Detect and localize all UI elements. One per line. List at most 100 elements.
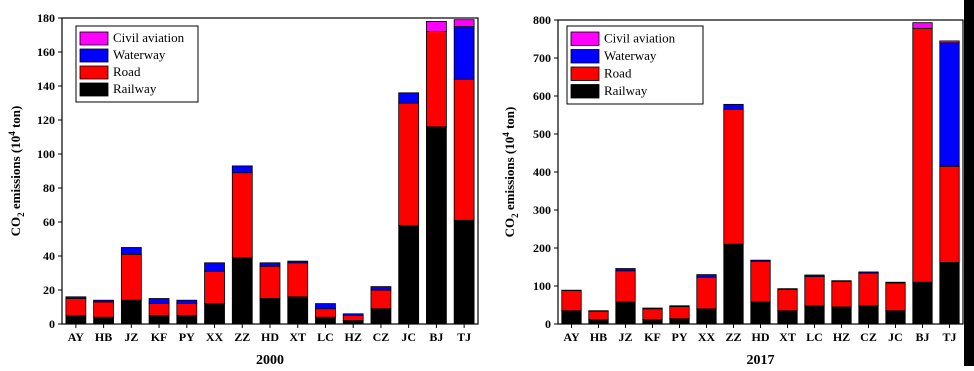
bar-railway-zz — [723, 243, 744, 325]
chart-0: 0 20 40 60 80 100 120 140 160 180 CO2 emissions (1… — [7, 11, 479, 368]
bar-road-hd — [750, 260, 771, 303]
x-tick-label: JC — [888, 330, 903, 344]
bar-waterway-py — [669, 305, 690, 307]
bar-road-hz — [831, 281, 852, 308]
bar-railway-cz — [370, 308, 392, 325]
chart-title: 2017 — [747, 353, 775, 366]
bar-waterway-xt — [287, 260, 309, 264]
bar-waterway-jz — [120, 247, 142, 255]
bar-railway-xt — [287, 296, 309, 325]
y-tick-label: 0 — [545, 317, 551, 331]
bar-civil-aviation-bj — [912, 22, 933, 29]
x-tick-label: XT — [779, 330, 796, 344]
bar-civil-aviation-bj — [426, 20, 447, 32]
bar-railway-jz — [615, 301, 636, 325]
bar-waterway-ay — [561, 289, 582, 292]
bar-waterway-jc — [885, 281, 906, 284]
bar-railway-hb — [93, 316, 114, 325]
bar-railway-cz — [858, 305, 879, 325]
x-tick-label: LC — [806, 330, 823, 344]
bar-road-bj — [912, 27, 933, 283]
bar-railway-zz — [231, 257, 253, 325]
x-tick-label: HZ — [345, 330, 362, 344]
y-tick-label: 20 — [43, 283, 55, 297]
bar-railway-bj — [426, 126, 447, 325]
y-tick-label: 700 — [533, 51, 551, 65]
bar-waterway-xt — [777, 288, 798, 290]
y-tick-label: 180 — [37, 11, 55, 25]
x-tick-label: HZ — [833, 330, 850, 344]
legend-swatch — [570, 49, 600, 64]
bar-road-cz — [858, 272, 879, 307]
legend-swatch — [79, 31, 109, 46]
bar-waterway-lc — [804, 274, 825, 277]
legend-label: Railway — [604, 83, 648, 98]
bar-waterway-xx — [696, 274, 717, 278]
legend-swatch — [570, 66, 600, 81]
bar-railway-tj — [453, 219, 475, 325]
bar-waterway-tj — [939, 42, 960, 167]
x-tick-label: XT — [289, 330, 306, 344]
legend-swatch — [570, 84, 600, 99]
x-tick-label: KF — [644, 330, 661, 344]
bar-waterway-hb — [588, 310, 609, 312]
bar-railway-py — [669, 318, 690, 325]
bar-road-tj — [453, 78, 475, 221]
bar-railway-hd — [750, 301, 771, 325]
bar-railway-hz — [342, 320, 364, 325]
y-tick-label: 100 — [533, 279, 551, 293]
bar-waterway-cz — [858, 271, 879, 274]
bar-waterway-hz — [342, 313, 364, 316]
legend-label: Civil aviation — [604, 31, 676, 46]
bar-waterway-jz — [615, 268, 636, 272]
legend-swatch — [79, 82, 109, 97]
bar-road-hz — [342, 315, 364, 321]
bar-railway-xx — [204, 303, 225, 325]
bar-road-py — [669, 306, 690, 320]
bar-railway-hb — [588, 319, 609, 325]
bar-railway-lc — [315, 316, 336, 325]
x-tick-label: JC — [401, 330, 416, 344]
bar-road-lc — [804, 276, 825, 307]
right-edge-bar — [964, 0, 974, 366]
y-tick-label: 300 — [533, 203, 551, 217]
bar-civil-aviation-tj — [939, 40, 960, 44]
bar-road-jz — [120, 253, 142, 301]
bar-railway-kf — [642, 319, 663, 325]
x-tick-label: HB — [590, 330, 607, 344]
legend-label: Waterway — [113, 47, 166, 62]
x-tick-label: JZ — [618, 330, 632, 344]
bar-road-kf — [642, 308, 663, 320]
bar-waterway-py — [176, 299, 198, 305]
bar-railway-py — [176, 315, 198, 325]
legend-label: Civil aviation — [113, 30, 185, 45]
bar-road-hb — [588, 310, 609, 320]
x-tick-label: TJ — [457, 330, 471, 344]
x-tick-label: PY — [672, 330, 688, 344]
y-tick-label: 800 — [533, 13, 551, 27]
chart-1: 0 100 200 300 400 500 600 700 800 CO2 emissions (… — [501, 13, 964, 368]
legend-swatch — [79, 48, 109, 63]
bar-railway-jz — [120, 299, 142, 325]
y-tick-label: 100 — [37, 147, 55, 161]
y-tick-label: 80 — [43, 181, 55, 195]
bar-waterway-kf — [642, 307, 663, 310]
y-tick-label: 500 — [533, 127, 551, 141]
x-tick-label: XX — [206, 330, 224, 344]
bar-railway-jc — [398, 224, 420, 325]
x-tick-label: BJ — [429, 330, 443, 344]
bar-road-hb — [93, 301, 114, 318]
bar-road-hd — [259, 265, 281, 299]
x-tick-label: HD — [261, 330, 279, 344]
bar-railway-lc — [804, 305, 825, 325]
legend-swatch — [570, 31, 600, 46]
y-tick-label: 120 — [37, 113, 55, 127]
bar-railway-jc — [885, 310, 906, 325]
bar-road-tj — [939, 165, 960, 263]
bar-road-ay — [561, 290, 582, 312]
x-tick-label: PY — [179, 330, 195, 344]
y-tick-label: 200 — [533, 241, 551, 255]
bar-road-zz — [231, 172, 253, 259]
legend-swatch — [79, 65, 109, 80]
